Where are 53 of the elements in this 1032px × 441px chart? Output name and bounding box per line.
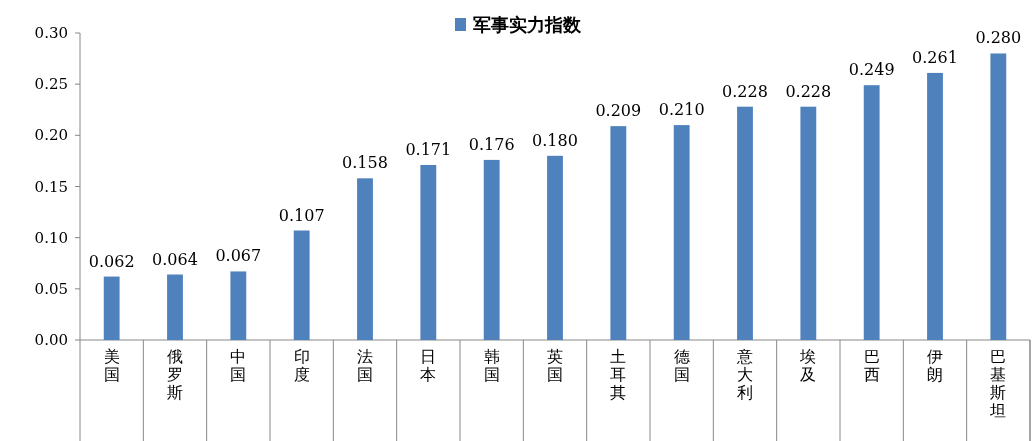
bar: [230, 271, 247, 340]
data-label: 0.249: [848, 60, 895, 80]
y-tick-label: 0.15: [34, 177, 68, 196]
bar: [103, 276, 120, 340]
x-tick-label: 伊朗: [927, 347, 943, 384]
data-label: 0.062: [88, 251, 135, 271]
bar: [547, 155, 563, 340]
data-label: 0.176: [468, 134, 515, 154]
data-label: 0.228: [722, 81, 768, 101]
y-tick-label: 0.05: [34, 279, 68, 298]
y-tick-label: 0.10: [34, 228, 68, 247]
bar: [927, 72, 943, 340]
x-tick-label: 巴基斯坦: [989, 347, 1007, 420]
data-label: 0.228: [785, 81, 832, 101]
x-tick-label: 意大利: [736, 347, 753, 402]
bar: [420, 165, 437, 340]
bar: [990, 53, 1007, 340]
x-tick-label: 埃及: [799, 347, 817, 384]
bar: [863, 85, 880, 340]
x-tick-label: 巴西: [863, 347, 880, 384]
data-label: 0.158: [342, 153, 388, 173]
x-tick-label: 印度: [293, 347, 310, 384]
bar: [800, 106, 817, 340]
bar: [293, 230, 310, 340]
y-tick-label: 0.00: [34, 331, 68, 349]
x-tick-label: 英国: [547, 347, 563, 384]
x-tick-label: 韩国: [483, 347, 500, 384]
x-tick-label: 日本: [420, 347, 437, 384]
bar: [737, 106, 753, 340]
bar: [357, 178, 373, 340]
data-label: 0.180: [532, 130, 578, 150]
x-tick-label: 德国: [673, 347, 690, 384]
bar: [483, 159, 500, 340]
bar: [610, 126, 627, 340]
data-label: 0.107: [278, 205, 325, 225]
data-label: 0.064: [152, 249, 198, 269]
y-tick-label: 0.25: [34, 75, 68, 94]
data-label: 0.210: [658, 100, 705, 120]
x-tick-label: 俄罗斯: [167, 347, 183, 402]
data-label: 0.067: [215, 246, 262, 266]
bar: [167, 274, 183, 340]
bar: [673, 125, 690, 340]
data-label: 0.209: [595, 101, 642, 121]
y-tick-label: 0.20: [34, 126, 68, 145]
data-label: 0.280: [975, 28, 1022, 48]
legend-label: 军事实力指数: [473, 14, 582, 35]
x-tick-label: 土耳其: [610, 347, 627, 402]
y-tick-label: 0.30: [34, 24, 68, 42]
x-tick-label: 法国: [357, 347, 373, 384]
data-label: 0.261: [912, 47, 958, 67]
x-tick-label: 中国: [230, 347, 247, 384]
data-label: 0.171: [405, 140, 452, 160]
x-tick-label: 美国: [103, 347, 120, 384]
